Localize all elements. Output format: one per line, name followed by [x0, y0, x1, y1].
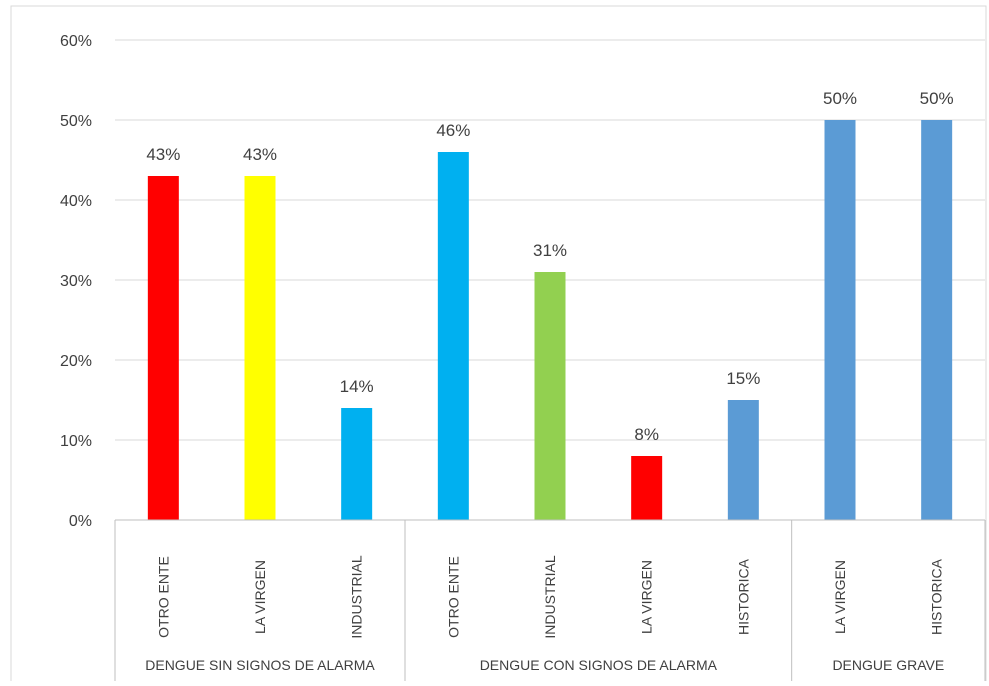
bar	[341, 408, 373, 520]
group-label: DENGUE SIN SIGNOS DE ALARMA	[145, 657, 375, 673]
category-label: HISTORICA	[735, 558, 751, 635]
group-labels: DENGUE SIN SIGNOS DE ALARMA DENGUE CON SI…	[145, 657, 944, 673]
data-label: 50%	[920, 89, 954, 108]
bars	[147, 120, 953, 520]
category-label: LA VIRGEN	[252, 560, 268, 634]
y-tick-label: 60%	[60, 33, 92, 50]
category-label: OTRO ENTE	[445, 556, 461, 638]
bar	[437, 152, 469, 520]
data-label: 8%	[634, 425, 659, 444]
category-label: OTRO ENTE	[155, 556, 171, 638]
data-label: 31%	[533, 241, 567, 260]
bar	[824, 120, 856, 520]
group-label: DENGUE GRAVE	[832, 657, 944, 673]
bar	[921, 120, 953, 520]
bar	[244, 176, 276, 520]
category-label: LA VIRGEN	[832, 560, 848, 634]
y-tick-label: 50%	[60, 113, 92, 130]
bar	[631, 456, 663, 520]
data-label: 50%	[823, 89, 857, 108]
group-label: DENGUE CON SIGNOS DE ALARMA	[480, 657, 718, 673]
category-label: INDUSTRIAL	[542, 555, 558, 638]
category-labels: OTRO ENTE LA VIRGEN INDUSTRIAL OTRO ENTE IND…	[155, 555, 944, 638]
chart-border	[10, 5, 987, 686]
bar	[534, 272, 566, 520]
data-label: 15%	[726, 369, 760, 388]
data-label: 43%	[146, 145, 180, 164]
y-tick-label: 20%	[60, 353, 92, 370]
data-labels: 43% 43% 14% 46% 31% 8% 15% 50% 50%	[146, 89, 953, 444]
y-tick-label: 0%	[69, 513, 92, 530]
y-tick-label: 10%	[60, 433, 92, 450]
category-label: INDUSTRIAL	[349, 555, 365, 638]
y-axis-tick-labels: 0% 10% 20% 30% 40% 50% 60%	[60, 33, 92, 530]
y-tick-label: 30%	[60, 273, 92, 290]
x-axis	[114, 519, 986, 681]
data-label: 43%	[243, 145, 277, 164]
category-label: LA VIRGEN	[639, 560, 655, 634]
data-label: 14%	[340, 377, 374, 396]
y-tick-label: 40%	[60, 193, 92, 210]
category-label: HISTORICA	[929, 558, 945, 635]
data-label: 46%	[436, 121, 470, 140]
bar	[147, 176, 179, 520]
bar	[727, 400, 759, 520]
